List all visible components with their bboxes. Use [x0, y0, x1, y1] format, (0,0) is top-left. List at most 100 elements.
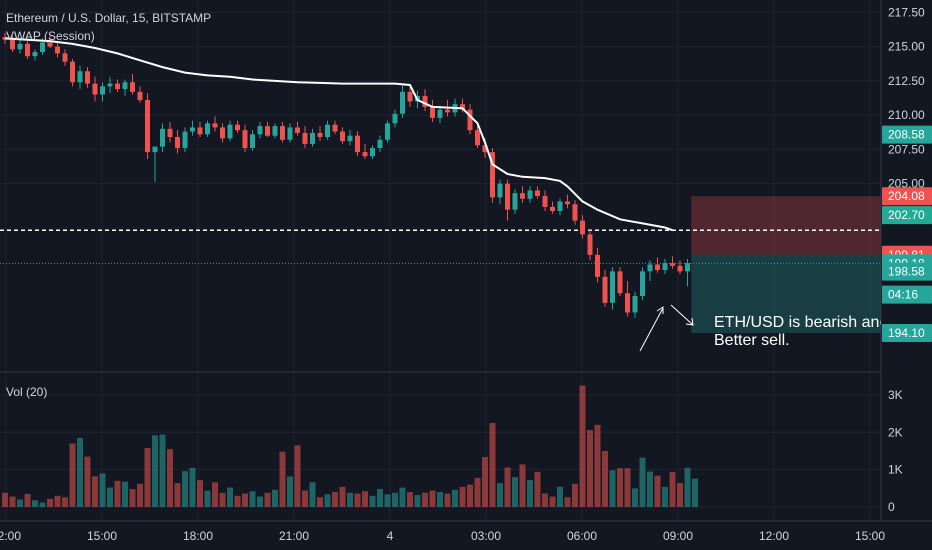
candle-body [280, 126, 285, 140]
candle [437, 105, 443, 124]
candle [610, 267, 615, 310]
candle-body [287, 127, 293, 140]
volume-bar [467, 484, 473, 507]
position-zones [691, 196, 881, 333]
candles [2, 32, 690, 318]
price-tag: 204.08 [882, 187, 932, 206]
candle-body [527, 190, 533, 199]
volume-bar [617, 468, 623, 507]
candle [422, 89, 428, 111]
symbol-title: Ethereum / U.S. Dollar, 15, BITSTAMP [6, 11, 211, 25]
candle-body [572, 204, 578, 221]
candle-body [475, 130, 480, 146]
volume-bar [392, 492, 398, 507]
candle-body [10, 39, 15, 50]
candle [595, 248, 600, 283]
volume-bar [17, 499, 23, 507]
volume-bar [497, 483, 503, 507]
volume-bar [572, 483, 578, 507]
candle-body [422, 95, 428, 107]
candle-body [445, 109, 450, 113]
time-tick-label: 06:00 [567, 529, 597, 543]
volume-bar [587, 430, 593, 507]
candle [227, 120, 233, 142]
candle-body [295, 127, 300, 133]
candle-body [542, 195, 548, 207]
volume-bar [489, 422, 496, 507]
candle [317, 126, 323, 142]
volume-bar [47, 498, 53, 507]
price-axis-ticks: 217.50 215.00 212.50 210.00 207.50 205.00 [888, 5, 925, 190]
candle [647, 260, 653, 281]
candle-body [362, 152, 368, 157]
candle-body [160, 128, 165, 147]
candle-body [25, 43, 30, 57]
candle [467, 104, 473, 135]
candle-body [550, 206, 555, 212]
volume-bar [369, 495, 376, 507]
zone-rect [691, 254, 881, 333]
candle [115, 79, 120, 92]
price-tick-label: 205.00 [888, 177, 925, 191]
candle [550, 201, 555, 214]
time-tick-label: 09:00 [663, 529, 693, 543]
candle [355, 131, 360, 157]
volume-bar [624, 468, 631, 507]
volume-bar [272, 489, 278, 507]
volume-bar [174, 483, 181, 507]
candle [527, 186, 533, 203]
volume-bar [407, 492, 413, 507]
volume-legend: Vol (20) [6, 385, 47, 399]
volume-bar [527, 480, 533, 507]
volume-bar [24, 493, 31, 507]
candle [362, 143, 368, 159]
candle [160, 123, 165, 153]
candle-body [212, 123, 218, 128]
volume-bar [542, 493, 548, 507]
volume-bar [249, 491, 256, 507]
candle-body [677, 265, 683, 272]
candle-body [647, 264, 653, 272]
volume-bar [227, 487, 233, 507]
candle [77, 65, 83, 90]
volume-bar [279, 451, 286, 507]
candle-body [190, 127, 195, 132]
candle-body [92, 83, 98, 95]
candle [520, 186, 525, 203]
volume-bar [677, 483, 683, 507]
candle-body [385, 123, 390, 140]
candle [100, 82, 105, 102]
volume-bar [602, 450, 608, 507]
volume-bar [362, 491, 368, 507]
candle-body [340, 131, 345, 142]
candle-body [497, 183, 503, 198]
volume-bar [459, 486, 466, 507]
volume-bar [564, 497, 571, 507]
volume-bar [324, 494, 331, 507]
candle [557, 198, 563, 216]
time-tick-label: 15:00 [87, 529, 117, 543]
candle-body [347, 135, 353, 142]
time-tick-label: 03:00 [471, 529, 501, 543]
candle [385, 120, 390, 143]
time-tick-label: 12:00 [759, 529, 789, 543]
volume-bar [354, 493, 361, 507]
price-tag: 202.70 [882, 206, 932, 225]
candle-body [557, 201, 563, 212]
candle-body [505, 183, 510, 210]
candle-body [617, 271, 623, 294]
volume-bar [339, 486, 346, 507]
candle-body [115, 83, 120, 90]
candle [640, 267, 645, 301]
vwap-legend: VWAP (Session) [6, 29, 95, 43]
candle [475, 121, 480, 148]
volume-bar [452, 489, 458, 507]
price-tag-bg [882, 187, 932, 206]
price-tag-label: 198.58 [888, 265, 925, 279]
volume-bar [654, 475, 661, 507]
volume-bar [129, 489, 136, 507]
candle-body [370, 148, 375, 157]
candle-body [520, 193, 525, 199]
